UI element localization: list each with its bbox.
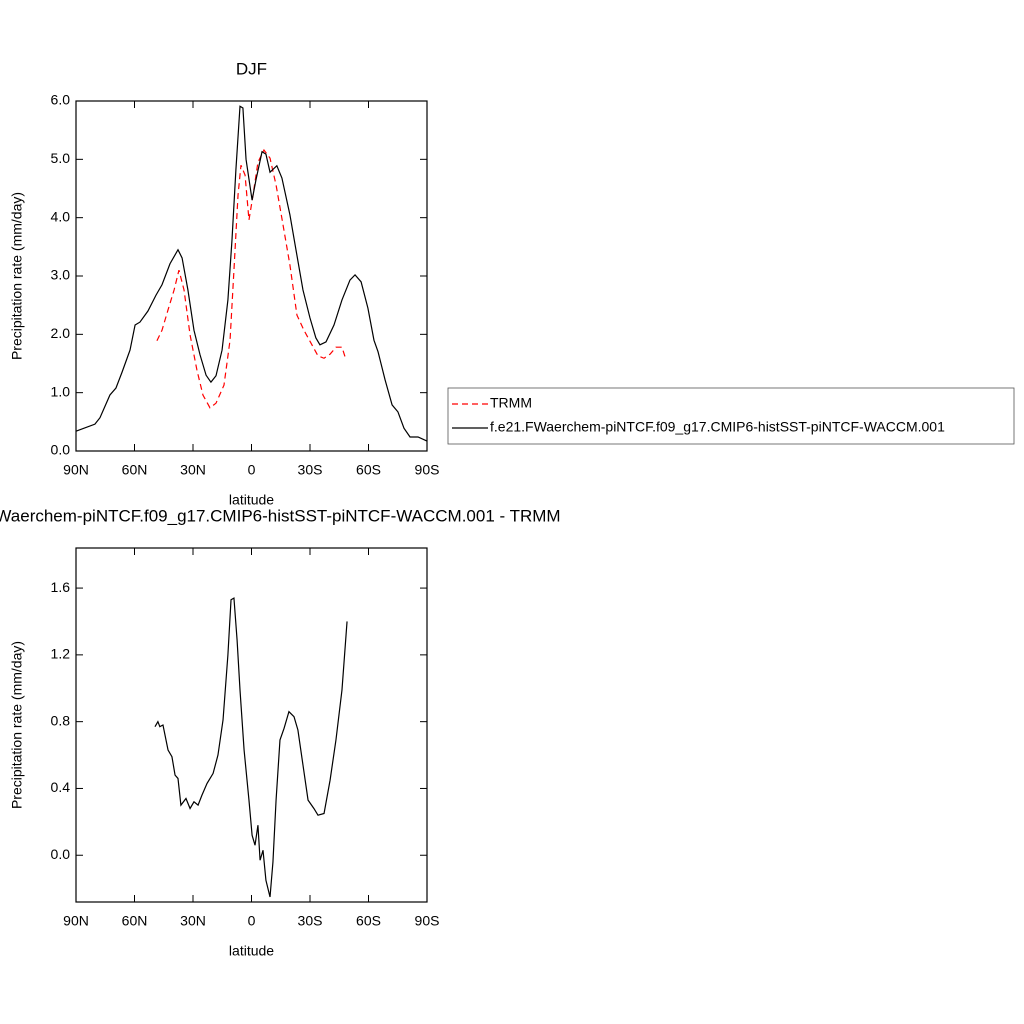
x-tick-label: 60N — [122, 462, 148, 478]
x-tick-label: 0 — [248, 913, 256, 929]
legend-label: TRMM — [490, 395, 532, 411]
y-tick-label: 5.0 — [51, 150, 71, 166]
plot-frame — [75, 547, 428, 903]
x-tick-label: 90N — [63, 462, 89, 478]
x-tick-label: 30N — [180, 913, 206, 929]
y-tick-label: 0.4 — [51, 779, 71, 795]
data-line — [75, 105, 428, 442]
x-tick-label: 0 — [248, 462, 256, 478]
legend-label: f.e21.FWaerchem-piNTCF.f09_g17.CMIP6-his… — [490, 419, 945, 435]
y-tick-label: 6.0 — [51, 92, 71, 108]
x-tick-label: 60S — [356, 913, 381, 929]
chart-title: f.e21.FWaerchem-piNTCF.f09_g17.CMIP6-his… — [0, 506, 561, 525]
x-tick-label: 90N — [63, 913, 89, 929]
y-tick-label: 2.0 — [51, 325, 71, 341]
y-tick-label: 1.0 — [51, 383, 71, 399]
plot-frame — [75, 100, 428, 452]
y-axis-label: Precipitation rate (mm/day) — [9, 641, 25, 809]
x-tick-label: 60N — [122, 913, 148, 929]
x-axis-label: latitude — [229, 492, 274, 508]
y-tick-label: 4.0 — [51, 208, 71, 224]
legend-box — [447, 387, 1015, 445]
data-line — [156, 148, 347, 409]
y-tick-label: 0.8 — [51, 712, 71, 728]
y-tick-label: 1.6 — [51, 579, 71, 595]
y-tick-label: 1.2 — [51, 646, 71, 662]
chart-title: DJF — [236, 59, 267, 78]
x-axis-label: latitude — [229, 943, 274, 959]
data-line — [154, 597, 348, 898]
x-tick-label: 30S — [298, 462, 323, 478]
y-tick-label: 0.0 — [51, 442, 71, 458]
y-tick-label: 0.0 — [51, 846, 71, 862]
y-tick-label: 3.0 — [51, 267, 71, 283]
x-tick-label: 90S — [415, 462, 440, 478]
x-tick-label: 60S — [356, 462, 381, 478]
y-axis-label: Precipitation rate (mm/day) — [9, 192, 25, 360]
x-tick-label: 30S — [298, 913, 323, 929]
x-tick-label: 90S — [415, 913, 440, 929]
x-tick-label: 30N — [180, 462, 206, 478]
